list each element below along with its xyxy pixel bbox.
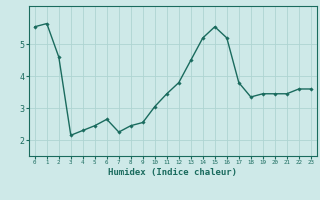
X-axis label: Humidex (Indice chaleur): Humidex (Indice chaleur) [108, 168, 237, 177]
